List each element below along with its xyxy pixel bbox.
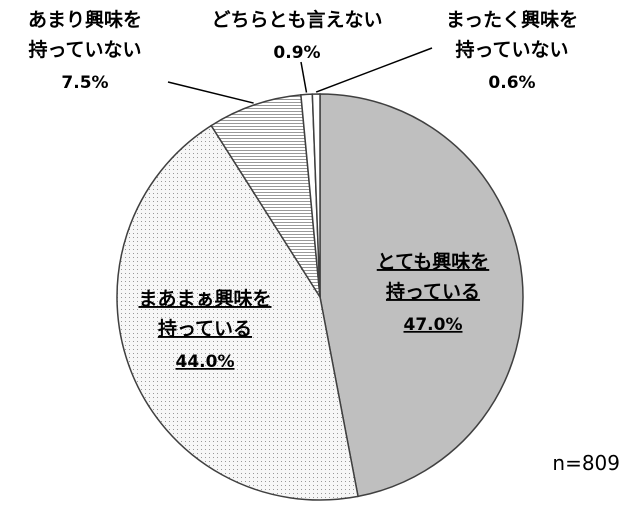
- pie-slice: [311, 93, 321, 298]
- value-label: 47.0%: [404, 315, 463, 335]
- value-label: 7.5%: [61, 73, 108, 93]
- slice-label: あまり興味を持っていない: [28, 9, 142, 61]
- sample-size: n=809: [552, 451, 620, 475]
- slice-label: とても興味を持っている: [377, 251, 489, 303]
- leader-line: [300, 61, 308, 93]
- leader-line: [167, 81, 254, 104]
- leader-line: [315, 47, 433, 93]
- value-label: 0.6%: [488, 73, 535, 93]
- slice-label: まったく興味を持っていない: [446, 9, 578, 61]
- value-label: 0.9%: [273, 43, 320, 63]
- pie-slice: [210, 94, 321, 298]
- pie-slice: [319, 93, 524, 498]
- slice-label: どちらとも言えない: [211, 8, 382, 31]
- value-label: 44.0%: [176, 352, 235, 372]
- pie-slice: [116, 124, 359, 501]
- slice-label: まあまぁ興味を持っている: [138, 288, 271, 340]
